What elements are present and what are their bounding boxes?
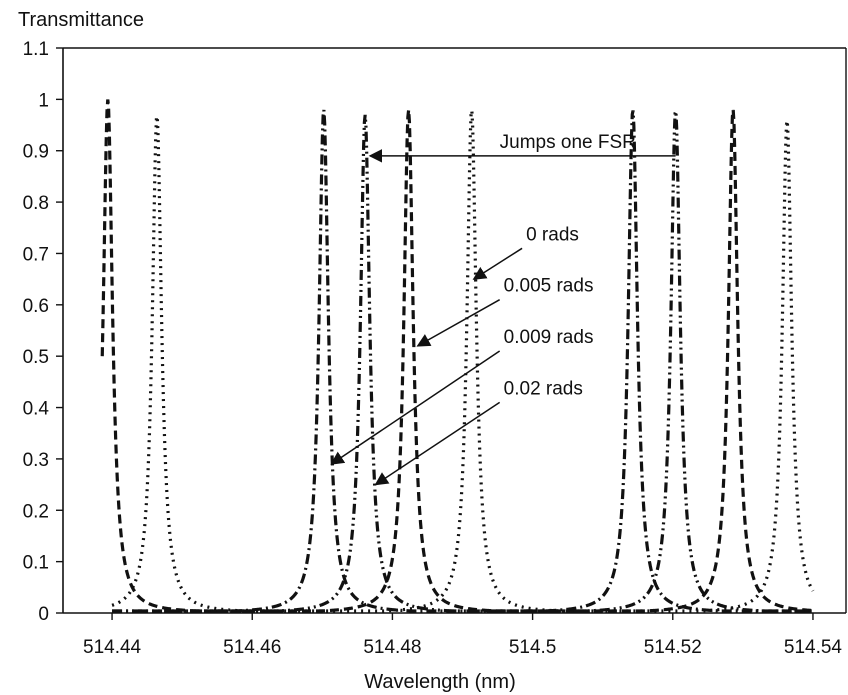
y-tick-label: 0.5: [23, 347, 49, 368]
y-tick-label: 1.1: [23, 39, 49, 60]
annotations: Jumps one FSR 0 rads 0.005 rads 0.009 rads 0…: [330, 132, 676, 486]
x-tick-label: 514.48: [363, 637, 421, 658]
y-tick-label: 0.1: [23, 553, 49, 574]
annotation-label: 0.009 rads: [504, 327, 594, 348]
y-tick-label: 0.6: [23, 296, 49, 317]
annotation-arrow: [416, 299, 501, 347]
axes: 0 0.1 0.2 0.3 0.4 0.5 0.6 0.7 0.8 0.9 1 1.1 514.44 51…: [23, 39, 847, 658]
y-tick-label: 1: [38, 90, 49, 111]
annotation-label: 0.02 rads: [504, 378, 583, 399]
y-tick-label: 0: [38, 604, 49, 625]
annotation-label: Jumps one FSR: [500, 132, 636, 153]
x-tick-label: 514.44: [83, 637, 142, 658]
x-tick-label: 514.54: [784, 637, 843, 658]
annotation-arrow: [472, 247, 523, 280]
x-tick-label: 514.5: [509, 637, 557, 658]
annotation-label: 0 rads: [526, 224, 579, 245]
series-group: [100, 99, 815, 613]
y-tick-label: 0.7: [23, 244, 49, 265]
x-tick-label: 514.46: [223, 637, 281, 658]
annotation-label: 0.005 rads: [504, 276, 594, 297]
annotation-arrow: [374, 401, 501, 486]
series-line-2: [112, 109, 813, 613]
y-tick-label: 0.8: [23, 193, 49, 214]
y-tick-label: 0.3: [23, 450, 49, 471]
series-line-0: [111, 110, 815, 613]
y-axis-label: Transmittance: [18, 9, 144, 31]
y-tick-label: 0.4: [23, 399, 50, 420]
series-line-3: [112, 110, 813, 613]
x-tick-label: 514.52: [644, 637, 702, 658]
annotation-arrow: [330, 350, 501, 465]
y-tick-label: 0.9: [23, 142, 49, 163]
x-axis-label: Wavelength (nm): [364, 671, 516, 693]
y-tick-label: 0.2: [23, 501, 49, 522]
